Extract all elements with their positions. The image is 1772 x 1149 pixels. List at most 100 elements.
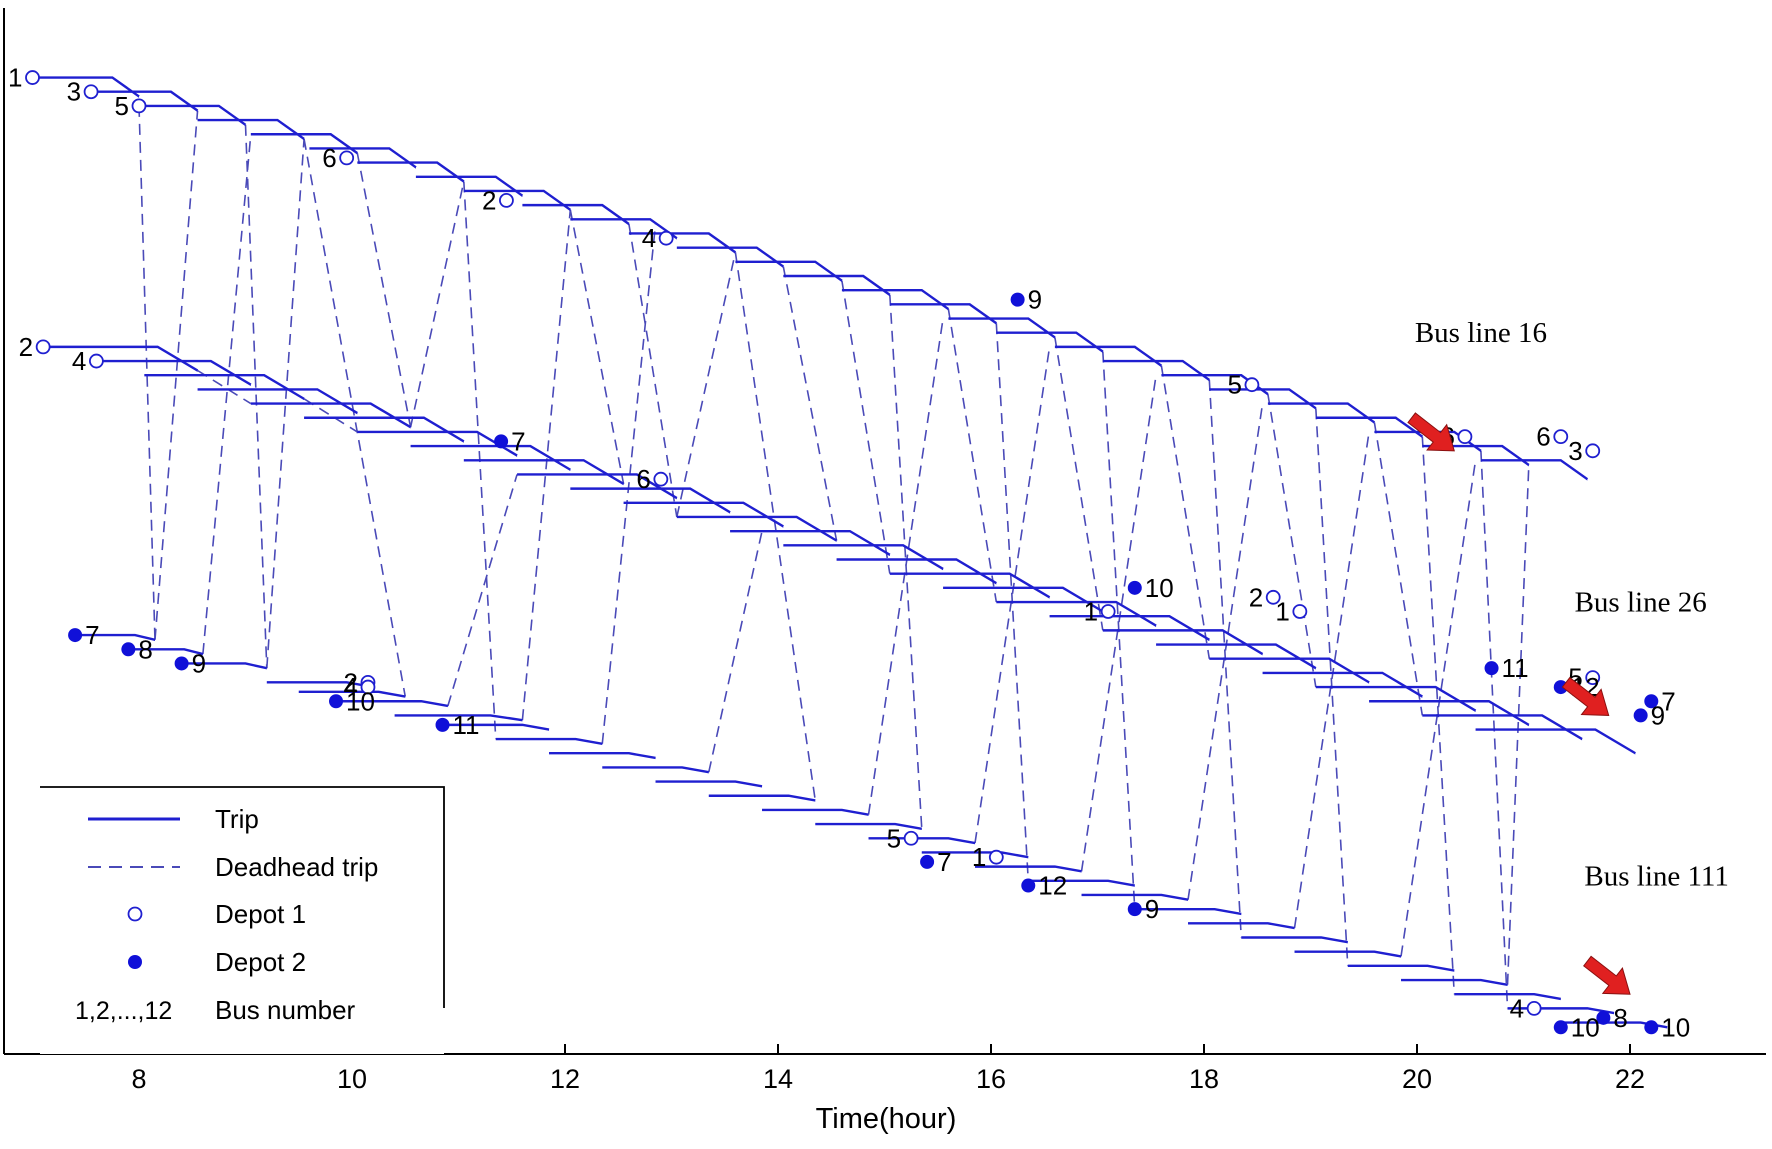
deadhead-trip (447, 474, 518, 707)
trip-line (1347, 964, 1455, 972)
deadhead-trip (734, 252, 817, 801)
bus-number-label: 10 (1661, 1012, 1690, 1042)
depot1-marker (1585, 443, 1601, 459)
legend-label: Deadhead trip (215, 852, 378, 882)
legend-entry: Trip (88, 804, 259, 834)
bus-number-label: 1 (972, 842, 986, 872)
bus-number-label: 9 (1145, 894, 1159, 924)
deadhead-trip (521, 209, 572, 721)
depot2-marker (435, 717, 450, 732)
annotation-arrow (1561, 676, 1610, 716)
bus-number-label: 9 (192, 648, 206, 678)
bus-number-label: 7 (85, 620, 99, 650)
depot2-marker (1596, 1010, 1611, 1025)
depot2-marker (1484, 661, 1499, 676)
trip-line (570, 218, 678, 240)
bus-number-label: 6 (636, 464, 650, 494)
deadhead-trip (707, 530, 763, 773)
trip-line (1315, 416, 1424, 438)
deadhead-trip (628, 223, 678, 518)
trip-line (602, 766, 709, 774)
x-tick-label-14: 14 (763, 1064, 793, 1094)
trip-line (415, 175, 524, 197)
trip-line (975, 865, 1082, 873)
deadhead-trip (303, 138, 407, 697)
annotation-arrow (1583, 955, 1631, 995)
x-tick-label-10: 10 (337, 1064, 367, 1094)
trip-line (921, 851, 1029, 859)
depot2-marker (329, 694, 344, 709)
bus-number-label: 4 (72, 346, 86, 376)
bus-number-label: 8 (1613, 1003, 1627, 1033)
bus-number-label: 11 (453, 710, 480, 740)
deadhead-trip (1080, 375, 1157, 872)
trip-line (1475, 728, 1636, 755)
trip-line (495, 737, 603, 745)
depot2-marker (121, 642, 136, 657)
trip-line (783, 274, 891, 297)
trip-line (762, 808, 869, 816)
bus-number-label: 4 (344, 672, 358, 702)
depot1-marker (499, 192, 514, 208)
deadhead-trip (841, 280, 891, 574)
depot2-marker (1127, 580, 1142, 595)
bus-number-label: 6 (322, 143, 336, 173)
bus-number-label: 2 (19, 332, 33, 362)
deadhead-trip (782, 266, 838, 541)
deadhead-trip (1267, 393, 1317, 688)
trip-line (730, 529, 891, 556)
trip-line (1369, 700, 1530, 727)
trip-line (1054, 345, 1163, 367)
deadhead-trip (1400, 460, 1477, 957)
depot1-marker (1265, 589, 1281, 605)
depot1-marker (131, 98, 147, 114)
bus-number-label: 4 (1510, 993, 1524, 1023)
annotation-arrow (1407, 412, 1455, 452)
trip-line (91, 359, 252, 386)
trip-line (522, 203, 630, 226)
depot1-marker (83, 84, 99, 100)
legend-box (40, 787, 444, 1054)
deadhead-trip (266, 138, 305, 669)
depot1-marker (360, 679, 376, 695)
bus-number-label: 3 (67, 77, 81, 107)
trip-line (1102, 629, 1264, 656)
depot2-marker (174, 656, 189, 671)
trip-line (735, 260, 843, 282)
bus-line-annotations: Bus line 16 Bus line 26 Bus line 111 (1407, 317, 1729, 995)
trip-line (463, 189, 572, 212)
trip-line (783, 544, 944, 571)
depot2-marker (1553, 1020, 1568, 1035)
deadhead-trip (1187, 403, 1264, 900)
trip-line (1422, 714, 1583, 741)
trip-line (442, 723, 550, 731)
trip-line (250, 133, 359, 155)
depot2-marker (494, 434, 509, 449)
depot2-marker (1127, 902, 1142, 917)
deadhead-trip (1054, 337, 1104, 631)
trip-line (1454, 993, 1561, 1001)
x-tick-label-18: 18 (1189, 1064, 1219, 1094)
trip-line (836, 558, 997, 585)
trip-line (197, 388, 358, 415)
bus-number-label: 11 (1502, 653, 1529, 683)
legend: Trip Deadhead trip Depot 1 Depot 2 1,2,...,1… (40, 786, 445, 1054)
depot2-marker (1553, 680, 1568, 695)
trip-line (889, 303, 998, 325)
trip-line (623, 501, 784, 528)
trip-line (1262, 671, 1423, 698)
depot1-marker (1585, 670, 1601, 686)
trip-line (996, 600, 1157, 627)
depot-markers: 1356245663924612157101112792451478910117… (8, 63, 1690, 1043)
trip-line (341, 700, 449, 708)
trip-line (570, 487, 731, 514)
annotation-label: Bus line 26 (1575, 586, 1707, 618)
bus-number-label: 2 (1249, 582, 1263, 612)
depot1-marker (1457, 429, 1473, 445)
deadhead-trip (1160, 365, 1211, 659)
deadhead-trip (138, 105, 156, 640)
bus-number-label: 7 (1661, 686, 1675, 716)
trip-line (463, 459, 625, 486)
annotation-label: Bus line 16 (1415, 317, 1547, 349)
x-tick-label-12: 12 (550, 1064, 580, 1094)
